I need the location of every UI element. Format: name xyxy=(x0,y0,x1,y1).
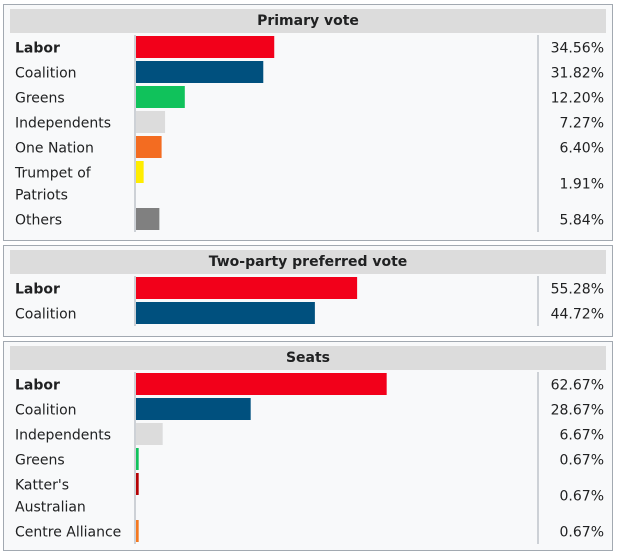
category-label: Katter's Australian xyxy=(15,478,86,516)
category-label: Greens xyxy=(15,453,65,469)
panel-title: Two-party preferred vote xyxy=(10,250,606,274)
value-label: 55.28% xyxy=(551,282,604,298)
bar xyxy=(136,161,144,183)
value-label: 0.67% xyxy=(560,525,604,541)
value-label: 7.27% xyxy=(560,116,604,132)
two-party-preferred-chart: Labor 55.28% Coalition 44.72% xyxy=(15,276,604,326)
bar xyxy=(136,448,139,470)
category-label: One Nation xyxy=(15,141,94,157)
primary-vote-chart: Labor 34.56% Coalition 31.82% Greens 12.20% In… xyxy=(14,35,604,232)
category-label: Greens xyxy=(15,91,65,107)
value-label: 44.72% xyxy=(551,307,604,323)
value-label: 28.67% xyxy=(551,403,604,419)
category-label: Labor xyxy=(15,41,60,57)
value-label: 0.67% xyxy=(560,453,604,469)
category-label: Independents xyxy=(15,116,111,132)
bar xyxy=(136,111,166,133)
bar xyxy=(136,373,387,395)
panel-title: Seats xyxy=(10,346,606,370)
primary-vote-panel: Primary vote Labor 34.56% Coalition 31.82% G… xyxy=(3,4,613,241)
panel-title: Primary vote xyxy=(10,9,606,33)
category-label: Trumpet of Patriots xyxy=(14,166,92,204)
value-label: 62.67% xyxy=(551,378,604,394)
category-label: Coalition xyxy=(15,403,77,419)
bar xyxy=(136,302,315,324)
seats-chart: Labor 62.67% Coalition 28.67% Independents 6.… xyxy=(15,372,604,544)
category-label: Coalition xyxy=(15,307,77,323)
value-label: 34.56% xyxy=(551,41,604,57)
value-label: 1.91% xyxy=(560,177,604,193)
bar xyxy=(136,136,162,158)
value-label: 31.82% xyxy=(551,66,604,82)
bar xyxy=(136,520,139,542)
two-party-preferred-panel: Two-party preferred vote Labor 55.28% Coal… xyxy=(3,245,613,337)
bar xyxy=(136,277,358,299)
value-label: 12.20% xyxy=(551,91,604,107)
bar xyxy=(136,398,251,420)
seats-panel: Seats Labor 62.67% Coalition 28.67% Independ… xyxy=(3,341,613,551)
bar xyxy=(136,86,185,108)
category-label: Labor xyxy=(15,282,60,298)
value-label: 6.40% xyxy=(560,141,604,157)
bar xyxy=(136,61,264,83)
value-label: 5.84% xyxy=(560,213,604,229)
category-label: Coalition xyxy=(15,66,77,82)
category-label: Others xyxy=(15,213,62,229)
bar xyxy=(136,208,160,230)
bar xyxy=(136,473,139,495)
category-label: Independents xyxy=(15,428,111,444)
category-label: Labor xyxy=(15,378,60,394)
category-label: Centre Alliance xyxy=(15,525,121,541)
bar xyxy=(136,36,275,58)
value-label: 0.67% xyxy=(560,489,604,505)
value-label: 6.67% xyxy=(560,428,604,444)
bar xyxy=(136,423,163,445)
